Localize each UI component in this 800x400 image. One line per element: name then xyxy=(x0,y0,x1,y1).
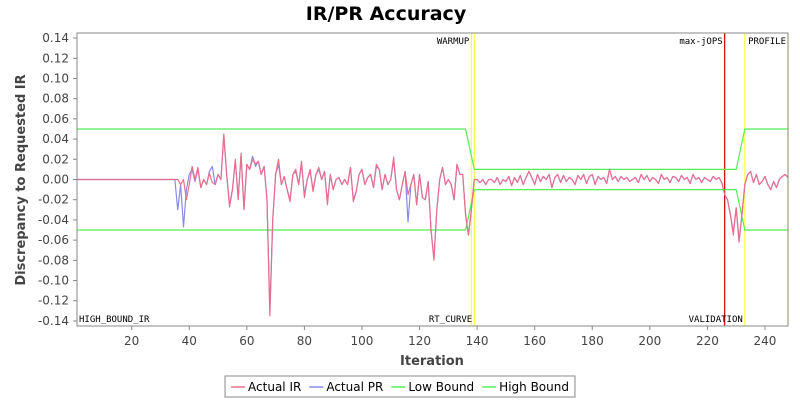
y-tick-label: -0.04 xyxy=(38,213,69,227)
phase-label-profile: PROFILE xyxy=(748,37,786,47)
y-tick-label: 0.02 xyxy=(42,152,69,166)
x-tick-label: 20 xyxy=(124,334,139,348)
y-axis: -0.14 -0.12 -0.10 -0.08 -0.06 -0.04 -0.02 0.00 0… xyxy=(38,31,77,328)
legend-item-actual-pr: Actual PR xyxy=(309,380,383,394)
x-tick-label: 40 xyxy=(182,334,197,348)
y-tick-label: -0.14 xyxy=(38,314,69,328)
y-tick-label: 0.04 xyxy=(42,132,69,146)
y-tick-label: 0.06 xyxy=(42,112,69,126)
x-tick-label: 100 xyxy=(351,334,374,348)
y-tick-label: -0.10 xyxy=(38,274,69,288)
series-layer xyxy=(77,128,789,317)
x-tick-label: 160 xyxy=(523,334,546,348)
y-tick-label: 0.10 xyxy=(42,71,69,85)
legend-label: Actual IR xyxy=(248,380,301,394)
y-tick-label: -0.12 xyxy=(38,294,69,308)
y-tick-label: -0.08 xyxy=(38,253,69,267)
series-actual-ir xyxy=(77,133,789,317)
phase-labels: HIGH_BOUND_IR WARMUP RT_CURVE max-jOPS VALID… xyxy=(79,37,786,325)
x-tick-label: 180 xyxy=(581,334,604,348)
phase-label-rt-curve: RT_CURVE xyxy=(429,315,472,325)
x-tick-label: 140 xyxy=(466,334,489,348)
x-tick-label: 200 xyxy=(638,334,661,348)
legend: Actual IR Actual PR Low Bound High Bound xyxy=(224,375,576,398)
x-tick-label: 220 xyxy=(696,334,719,348)
phase-label-max-jops: max-jOPS xyxy=(679,37,722,47)
legend-label: Actual PR xyxy=(326,380,383,394)
legend-label: Low Bound xyxy=(408,380,474,394)
chart-title: IR/PR Accuracy xyxy=(306,3,467,25)
y-tick-label: -0.02 xyxy=(38,193,69,207)
x-tick-label: 60 xyxy=(239,334,254,348)
y-tick-label: 0.00 xyxy=(42,173,69,187)
phase-label-validation: VALIDATION xyxy=(689,315,743,325)
legend-item-actual-ir: Actual IR xyxy=(231,380,301,394)
legend-label: High Bound xyxy=(499,380,569,394)
series-low-bound xyxy=(77,189,788,231)
legend-item-low-bound: Low Bound xyxy=(391,380,474,394)
x-axis: 20 40 60 80 100 120 140 160 180 200 220 240 xyxy=(124,326,776,348)
y-tick-label: 0.14 xyxy=(42,31,69,45)
y-tick-label: 0.08 xyxy=(42,92,69,106)
y-axis-title: Discrepancy to Requested IR xyxy=(14,74,29,285)
y-tick-label: 0.12 xyxy=(42,51,69,65)
x-tick-label: 80 xyxy=(297,334,312,348)
x-tick-label: 240 xyxy=(754,334,777,348)
legend-item-high-bound: High Bound xyxy=(482,380,569,394)
phase-label-high-bound-ir: HIGH_BOUND_IR xyxy=(79,315,150,325)
y-tick-label: -0.06 xyxy=(38,233,69,247)
x-axis-title: Iteration xyxy=(400,354,464,369)
series-high-bound xyxy=(77,128,788,170)
phase-label-warmup: WARMUP xyxy=(437,37,470,47)
x-tick-label: 120 xyxy=(408,334,431,348)
